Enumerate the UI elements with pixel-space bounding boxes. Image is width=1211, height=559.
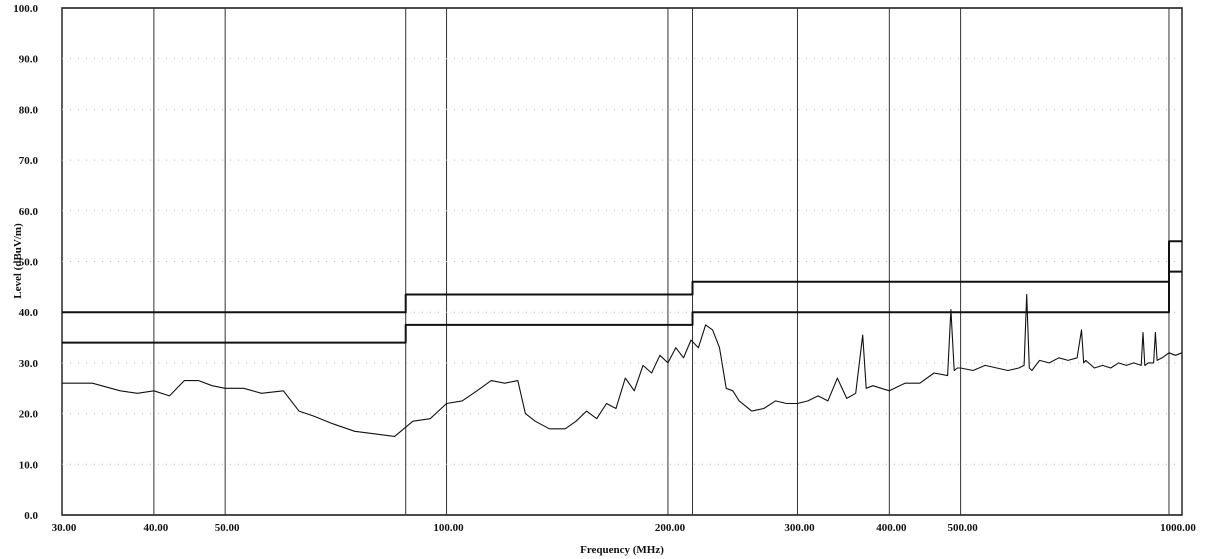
y-axis-label: Level (dBuV/m) — [12, 223, 24, 299]
x-axis-label: Frequency (MHz) — [580, 544, 664, 556]
limit-line-upper — [62, 240, 1182, 314]
x-tick-label: 400.00 — [876, 522, 907, 534]
x-tick-label: 500.00 — [947, 522, 978, 534]
x-tick-label: 100.00 — [433, 522, 464, 534]
series-group — [62, 240, 1183, 437]
measured-trace — [62, 293, 1183, 437]
y-tick-label: 40.0 — [19, 307, 39, 319]
y-tick-label: 20.0 — [19, 409, 39, 421]
x-tick-label: 40.00 — [144, 522, 169, 534]
x-tick-label: 200.00 — [655, 522, 686, 534]
x-tick-labels: 30.00 40.00 50.00 100.00 200.00 300.00 400.00 5… — [52, 522, 1197, 534]
x-tick-label: 30.00 — [52, 522, 77, 534]
y-tick-label: 70.0 — [19, 155, 39, 167]
y-tick-labels: 0.0 10.0 20.0 30.0 40.0 50.0 60.0 70.0 80.0 90.0 1… — [13, 3, 38, 522]
grid-lines — [61, 8, 1183, 515]
y-tick-label: 10.0 — [19, 459, 39, 471]
x-tick-label: 1000.00 — [1160, 522, 1196, 534]
x-tick-label: 300.00 — [784, 522, 815, 534]
y-tick-label: 100.0 — [13, 3, 38, 15]
y-tick-label: 50.0 — [19, 257, 39, 269]
y-tick-label: 60.0 — [19, 206, 39, 218]
limit-line-lower — [62, 270, 1182, 344]
y-tick-label: 30.0 — [19, 358, 39, 370]
y-tick-label: 90.0 — [19, 54, 39, 66]
y-tick-label: 0.0 — [24, 510, 38, 522]
x-tick-label: 50.00 — [215, 522, 240, 534]
y-tick-label: 80.0 — [19, 104, 39, 116]
